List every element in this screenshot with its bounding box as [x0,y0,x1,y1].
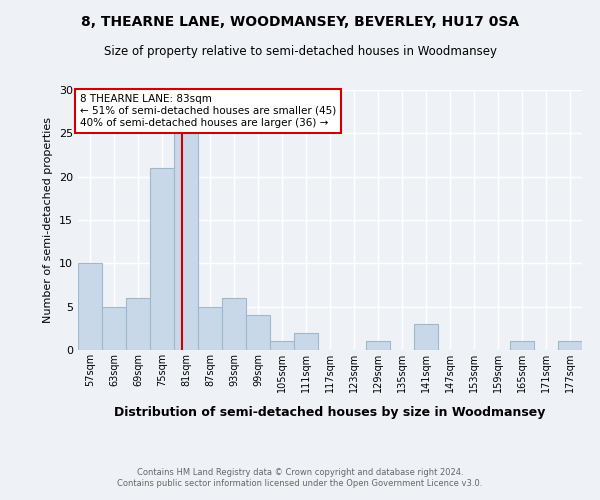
Bar [174,134,198,350]
Bar [222,298,246,350]
Bar [414,324,438,350]
Bar [126,298,150,350]
Text: 8 THEARNE LANE: 83sqm
← 51% of semi-detached houses are smaller (45)
40% of semi: 8 THEARNE LANE: 83sqm ← 51% of semi-deta… [80,94,336,128]
Text: Size of property relative to semi-detached houses in Woodmansey: Size of property relative to semi-detach… [104,45,497,58]
Bar [366,342,390,350]
Y-axis label: Number of semi-detached properties: Number of semi-detached properties [43,117,53,323]
Text: Contains HM Land Registry data © Crown copyright and database right 2024.
Contai: Contains HM Land Registry data © Crown c… [118,468,482,487]
Bar [270,342,294,350]
Bar [198,306,222,350]
Bar [558,342,582,350]
X-axis label: Distribution of semi-detached houses by size in Woodmansey: Distribution of semi-detached houses by … [115,406,545,419]
Bar [102,306,126,350]
Bar [150,168,174,350]
Bar [246,316,270,350]
Text: 8, THEARNE LANE, WOODMANSEY, BEVERLEY, HU17 0SA: 8, THEARNE LANE, WOODMANSEY, BEVERLEY, H… [81,15,519,29]
Bar [294,332,318,350]
Bar [510,342,534,350]
Bar [78,264,102,350]
